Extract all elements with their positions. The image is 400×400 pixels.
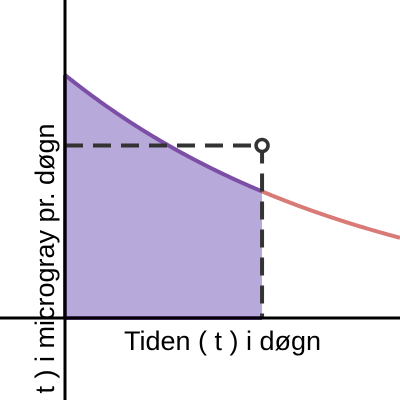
- reference-point: [254, 137, 270, 154]
- x-axis-label: Tiden ( t ) i døgn: [124, 326, 321, 356]
- curve-outside: [261, 189, 400, 240]
- shaded-area: [65, 75, 263, 318]
- curve-inside: [63, 73, 263, 194]
- y-axis-label: ( t ) i microgray pr. døgn: [30, 123, 60, 400]
